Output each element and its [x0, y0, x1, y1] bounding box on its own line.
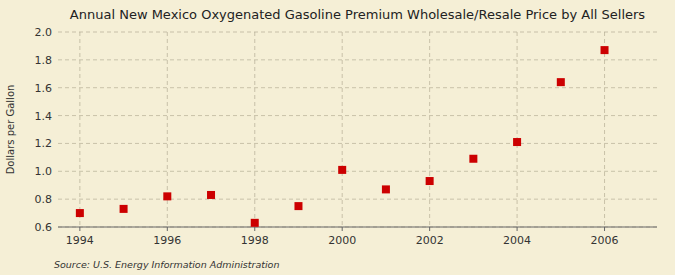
- x-tick-label: 1996: [153, 234, 181, 247]
- point: [163, 192, 171, 200]
- x-tick-mark: [342, 227, 343, 231]
- y-tick-label: 0.6: [35, 221, 53, 234]
- y-grid-line: [58, 227, 657, 228]
- point: [557, 78, 565, 86]
- point: [469, 155, 477, 163]
- x-tick-mark: [79, 227, 80, 231]
- points: [76, 46, 609, 227]
- source-note: Source: U.S. Energy Information Administ…: [54, 259, 279, 270]
- chart: 0.6 0.8 1.0 1.2 1.4 1.6 1.8 2.0 1994 1996 1998 2000…: [0, 0, 675, 275]
- x-grid-line: [429, 32, 430, 227]
- point: [207, 191, 215, 199]
- point: [294, 202, 302, 210]
- y-tick-label: 1.2: [35, 137, 53, 150]
- y-grid-line: [58, 87, 657, 88]
- background: [0, 0, 675, 275]
- y-tick-label: 2.0: [35, 26, 53, 39]
- y-tick-label: 1.8: [35, 54, 53, 67]
- axes: 0.6 0.8 1.0 1.2 1.4 1.6 1.8 2.0 1994 1996 1998 2000…: [35, 26, 658, 247]
- x-tick-label: 2000: [328, 234, 356, 247]
- x-axis-line: [58, 227, 657, 228]
- y-axis-label: Dollars per Gallon: [5, 85, 16, 175]
- x-tick-mark: [429, 227, 430, 231]
- x-tick-label: 2004: [503, 234, 531, 247]
- point: [338, 166, 346, 174]
- x-tick-label: 1998: [241, 234, 269, 247]
- point: [120, 205, 128, 213]
- point: [426, 177, 434, 185]
- x-tick-mark: [604, 227, 605, 231]
- y-tick-label: 1.0: [35, 165, 53, 178]
- y-grid-line: [58, 32, 657, 33]
- x-tick-mark: [517, 227, 518, 231]
- point: [76, 209, 84, 217]
- x-tick-mark: [254, 227, 255, 231]
- x-tick-mark: [167, 227, 168, 231]
- point: [382, 185, 390, 193]
- x-grid-line: [254, 32, 255, 227]
- x-grid-line: [517, 32, 518, 227]
- y-grid-line: [58, 143, 657, 144]
- x-tick-label: 2006: [591, 234, 619, 247]
- x-grid-line: [342, 32, 343, 227]
- x-grid-line: [79, 32, 80, 227]
- point: [601, 46, 609, 54]
- y-grid-line: [58, 59, 657, 60]
- title: Annual New Mexico Oxygenated Gasoline Pr…: [70, 7, 646, 22]
- x-grid-line: [604, 32, 605, 227]
- grid: [58, 32, 657, 227]
- y-tick-label: 1.4: [35, 110, 53, 123]
- x-tick-label: 2002: [416, 234, 444, 247]
- y-grid-line: [58, 199, 657, 200]
- x-tick-label: 1994: [66, 234, 94, 247]
- y-tick-label: 0.8: [35, 193, 53, 206]
- point: [251, 219, 259, 227]
- point: [513, 138, 521, 146]
- y-grid-line: [58, 171, 657, 172]
- y-tick-label: 1.6: [35, 82, 53, 95]
- y-grid-line: [58, 115, 657, 116]
